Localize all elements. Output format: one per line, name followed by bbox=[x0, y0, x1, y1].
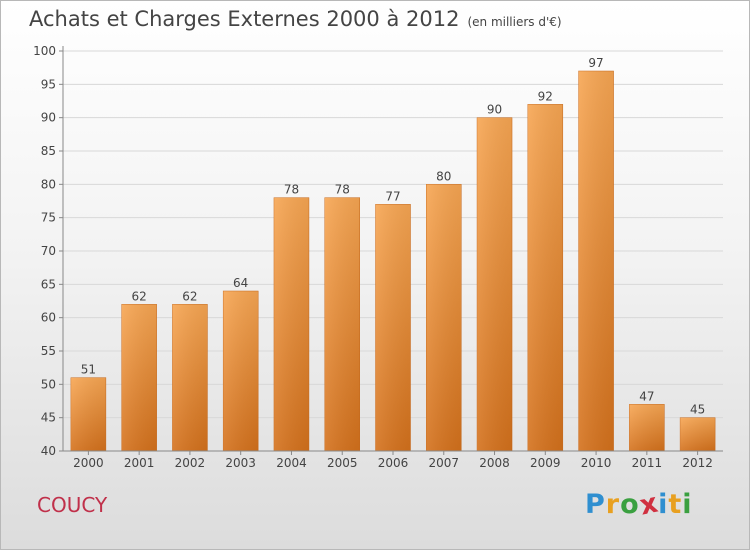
bar-value-label: 51 bbox=[81, 363, 96, 377]
x-tick-label: 2008 bbox=[479, 456, 510, 470]
bar-value-label: 97 bbox=[588, 56, 603, 70]
bar-value-label: 78 bbox=[284, 183, 299, 197]
x-tick-label: 2003 bbox=[225, 456, 256, 470]
y-tick-label: 95 bbox=[41, 77, 56, 91]
x-tick-label: 2002 bbox=[175, 456, 206, 470]
y-tick-label: 75 bbox=[41, 211, 56, 225]
logo-letter: i bbox=[658, 489, 669, 520]
x-tick-label: 2010 bbox=[581, 456, 612, 470]
bar-shine bbox=[477, 117, 513, 452]
y-tick-label: 65 bbox=[41, 277, 56, 291]
x-tick-label: 2000 bbox=[73, 456, 104, 470]
bar-shine bbox=[324, 197, 360, 451]
bar-shine bbox=[527, 104, 563, 451]
bar-shine bbox=[172, 304, 208, 451]
x-tick-label: 2011 bbox=[632, 456, 663, 470]
logo-letter: r bbox=[605, 489, 621, 520]
y-tick-label: 100 bbox=[33, 44, 56, 58]
bar-value-label: 78 bbox=[335, 183, 350, 197]
bar-value-label: 90 bbox=[487, 103, 502, 117]
bar-shine bbox=[121, 304, 157, 451]
y-tick-label: 85 bbox=[41, 144, 56, 158]
x-tick-label: 2001 bbox=[124, 456, 155, 470]
axes bbox=[59, 46, 723, 455]
bar-value-label: 62 bbox=[182, 289, 197, 303]
bars bbox=[70, 70, 716, 452]
x-tick-label: 2006 bbox=[378, 456, 409, 470]
y-tick-label: 55 bbox=[41, 344, 56, 358]
labels: 40 45 50 55 60 65 70 75 80 85 90 95 100 51 2000 62 2001 6… bbox=[33, 44, 713, 470]
chart-title-text: Achats et Charges Externes 2000 à 2012 bbox=[29, 7, 460, 31]
bar-value-label: 47 bbox=[639, 389, 654, 403]
bar-shine bbox=[273, 197, 309, 451]
y-tick-label: 60 bbox=[41, 311, 56, 325]
bar-shine bbox=[680, 417, 716, 451]
y-tick-label: 40 bbox=[41, 444, 56, 458]
logo-letter: o bbox=[620, 489, 640, 520]
chart-subtitle: (en milliers d'€) bbox=[467, 15, 562, 29]
bar-shine bbox=[70, 377, 106, 451]
x-tick-label: 2005 bbox=[327, 456, 358, 470]
bar-shine bbox=[223, 291, 259, 451]
x-tick-label: 2012 bbox=[682, 456, 713, 470]
logo-letter: i bbox=[682, 489, 693, 520]
y-tick-label: 50 bbox=[41, 377, 56, 391]
bar-value-label: 92 bbox=[538, 89, 553, 103]
x-tick-label: 2004 bbox=[276, 456, 307, 470]
bar-shine bbox=[426, 184, 462, 452]
bar-shine bbox=[578, 71, 614, 451]
bar-value-label: 62 bbox=[132, 289, 147, 303]
bar-value-label: 45 bbox=[690, 403, 705, 417]
x-tick-label: 2007 bbox=[428, 456, 459, 470]
y-tick-label: 80 bbox=[41, 177, 56, 191]
chart-title: Achats et Charges Externes 2000 à 2012 (e… bbox=[29, 7, 562, 31]
proxiti-logo: Proxiti bbox=[585, 487, 693, 521]
y-tick-label: 45 bbox=[41, 411, 56, 425]
y-tick-label: 90 bbox=[41, 111, 56, 125]
bar-shine bbox=[629, 404, 665, 451]
logo-letter: P bbox=[585, 489, 606, 520]
bar-value-label: 64 bbox=[233, 276, 248, 290]
bar-value-label: 80 bbox=[436, 169, 451, 183]
bar-value-label: 77 bbox=[385, 189, 400, 203]
y-tick-label: 70 bbox=[41, 244, 56, 258]
logo-letter: t bbox=[668, 489, 683, 520]
bar-shine bbox=[375, 204, 411, 451]
place-name: COUCY bbox=[37, 493, 108, 517]
x-tick-label: 2009 bbox=[530, 456, 561, 470]
